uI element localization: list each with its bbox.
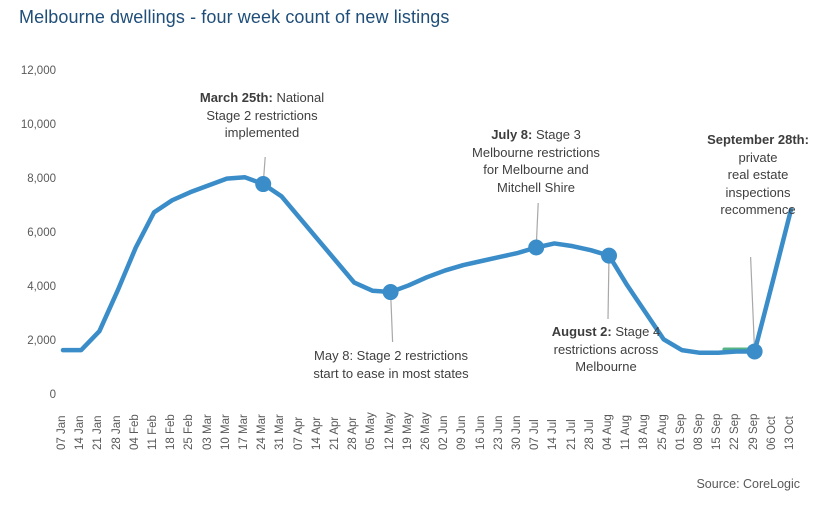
x-tick-label: 09 Jun (456, 415, 469, 450)
x-tick-label: 30 Jun (511, 415, 523, 450)
x-tick-label: 14 Apr (310, 416, 323, 450)
x-tick-label: 01 Sep (674, 413, 687, 450)
x-tick-label: 02 Jun (438, 415, 451, 450)
chart-title: Melbourne dwellings - four week count of… (19, 7, 450, 27)
y-tick-label: 4,000 (27, 281, 56, 293)
x-tick-label: 12 May (383, 412, 396, 450)
x-tick-label: 18 Feb (165, 414, 178, 450)
y-tick-label: 12,000 (20, 65, 56, 77)
x-tick-label: 23 Jun (492, 415, 505, 450)
data-point-marker (601, 247, 617, 264)
annotation-leader-line (390, 292, 394, 343)
x-tick-label: 21 Jan (92, 415, 105, 450)
annotation-july-8: July 8: Stage 3 Melbourne restrictions for… (472, 127, 600, 195)
x-tick-label: 15 Sep (711, 413, 724, 450)
x-tick-label: 16 Jun (474, 415, 487, 450)
annotation-september-28: September 28th: private real estate inspect… (707, 132, 809, 217)
y-tick-label: 0 (49, 389, 56, 401)
x-tick-label: 05 May (365, 412, 378, 450)
x-tick-label: 07 Jan (56, 415, 68, 450)
x-tick-label: 25 Aug (656, 414, 669, 450)
x-tick-label: 14 Jan (74, 415, 87, 450)
y-tick-label: 8,000 (27, 173, 56, 185)
x-tick-label: 17 Mar (238, 414, 250, 450)
annotation-august-2: August 2: Stage 4 restrictions across Melb… (551, 324, 661, 374)
x-tick-label: 10 Mar (219, 414, 232, 450)
annotation-leader-line (607, 255, 610, 320)
y-tick-label: 10,000 (20, 119, 56, 131)
x-tick-label: 22 Sep (729, 413, 742, 450)
annotation-may-8: May 8: Stage 2 restrictions start to ease… (313, 348, 469, 381)
source-attribution: Source: CoreLogic (696, 477, 800, 491)
x-tick-label: 26 May (420, 412, 432, 450)
x-tick-label: 18 Aug (638, 414, 651, 450)
x-tick-label: 21 Apr (329, 416, 341, 450)
x-tick-label: 11 Feb (147, 415, 159, 450)
x-tick-label: 07 Jul (529, 419, 542, 450)
x-tick-label: 21 Jul (565, 419, 578, 450)
x-tick-label: 24 Mar (256, 414, 269, 450)
x-tick-label: 04 Aug (602, 414, 614, 450)
x-tick-label: 03 Mar (201, 414, 214, 450)
x-tick-label: 29 Sep (747, 413, 760, 450)
x-tick-label: 19 May (401, 412, 414, 450)
x-tick-label: 13 Oct (784, 416, 796, 450)
data-point-marker (382, 284, 399, 301)
x-tick-label: 06 Oct (765, 416, 778, 450)
x-tick-label: 08 Sep (693, 413, 705, 450)
y-tick-label: 6,000 (27, 227, 56, 239)
x-tick-label: 28 Apr (347, 416, 360, 450)
x-tick-label: 04 Feb (128, 414, 141, 450)
x-tick-label: 28 Jul (583, 419, 596, 450)
x-tick-label: 07 Apr (292, 416, 305, 450)
x-tick-label: 31 Mar (274, 414, 287, 450)
x-tick-label: 11 Aug (620, 415, 633, 450)
x-tick-label: 25 Feb (183, 414, 196, 450)
annotation-leader-line (750, 256, 756, 352)
annotation-march-25: March 25th: National Stage 2 restrictions… (199, 90, 325, 140)
data-point-marker (528, 239, 545, 256)
listings-line-series (60, 175, 794, 356)
y-tick-label: 2,000 (27, 335, 56, 347)
data-point-marker (255, 176, 272, 193)
x-tick-label: 28 Jan (110, 415, 123, 450)
data-point-marker (746, 343, 763, 360)
x-tick-label: 14 Jul (547, 419, 560, 450)
